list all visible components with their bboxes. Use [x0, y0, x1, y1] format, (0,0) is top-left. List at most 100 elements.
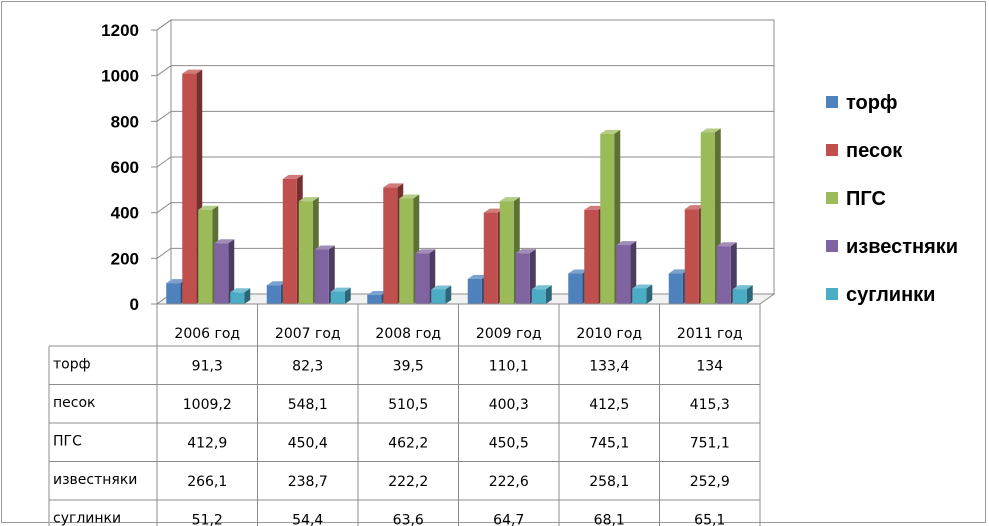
bar-top: [166, 279, 187, 284]
table-row-label: известняки: [53, 472, 137, 488]
bar-front: [282, 178, 297, 304]
data-label: 462,2: [388, 435, 428, 451]
data-label: 751,1: [690, 435, 730, 451]
bar-front: [415, 253, 430, 304]
bar-front: [298, 201, 313, 304]
bar: [330, 287, 351, 304]
bar-front: [600, 133, 615, 304]
legend-swatch: [826, 192, 838, 204]
gridline: [156, 202, 774, 214]
bar-top: [182, 69, 203, 74]
bar-top: [515, 249, 536, 254]
data-label: 65,1: [694, 512, 725, 526]
y-axis: 0 200 400 600 800 1000 1200: [101, 21, 158, 314]
bar-front: [266, 285, 281, 304]
bar-top: [330, 287, 351, 292]
y-tick-label: 0: [130, 295, 139, 314]
data-label: 222,6: [489, 474, 529, 490]
data-label: 133,4: [589, 358, 629, 374]
bar-top: [282, 174, 303, 179]
bar-top: [483, 208, 504, 213]
legend-item: суглинки: [826, 284, 935, 306]
bar: [415, 249, 436, 304]
bar-front: [732, 289, 747, 304]
y-tick-label: 1000: [101, 67, 139, 86]
data-label: 51,2: [192, 512, 223, 526]
bar-top: [383, 183, 404, 188]
data-label: 68,1: [594, 512, 625, 526]
data-label: 39,5: [393, 358, 424, 374]
bar-front: [716, 246, 731, 304]
bar-front: [198, 209, 213, 304]
bars: [166, 69, 753, 304]
bar-front: [467, 278, 482, 304]
data-label: 238,7: [288, 474, 328, 490]
data-label: 548,1: [288, 397, 328, 413]
bar-side: [228, 239, 235, 304]
bar-front: [515, 253, 530, 304]
bar-side: [746, 285, 753, 304]
data-label: 54,4: [292, 512, 323, 526]
gridline: [156, 65, 774, 77]
bar-front: [367, 294, 382, 304]
bar-front: [483, 212, 498, 304]
bar: [182, 69, 203, 304]
bar-top: [367, 290, 388, 295]
bar-front: [383, 187, 398, 304]
bar: [632, 284, 653, 304]
legend-label: песок: [846, 140, 903, 162]
bar-side: [545, 285, 552, 304]
legend-label: известняки: [846, 236, 958, 258]
data-label: 258,1: [589, 474, 629, 490]
legend-label: ПГС: [846, 188, 886, 210]
table-row-label: торф: [53, 356, 91, 372]
legend-label: торф: [846, 92, 897, 114]
bar-top: [584, 205, 605, 210]
bar-front: [584, 209, 599, 304]
bar-top: [214, 239, 235, 244]
bar-front: [499, 201, 514, 304]
data-label: 222,2: [388, 474, 428, 490]
table-row-label: ПГС: [53, 433, 82, 449]
bar-side: [344, 287, 351, 304]
gridline: [156, 110, 774, 122]
bar-top: [716, 242, 737, 247]
bar-top: [431, 285, 452, 290]
bar: [531, 285, 552, 304]
bar-front: [568, 273, 583, 304]
bar-top: [230, 288, 251, 293]
x-tick-label: 2006 год: [174, 326, 240, 342]
bar-side: [646, 284, 653, 304]
bar: [214, 239, 235, 304]
bar-front: [182, 73, 197, 304]
data-label: 91,3: [192, 358, 223, 374]
y-tick-label: 1200: [101, 21, 139, 40]
bar-front: [214, 243, 229, 304]
bar-top: [415, 249, 436, 254]
bar-top: [632, 284, 653, 289]
bar-front: [632, 288, 647, 304]
bar-front: [166, 283, 181, 304]
legend-swatch: [826, 240, 838, 252]
data-label: 510,5: [388, 397, 428, 413]
bar-top: [668, 269, 689, 274]
bar-top: [298, 197, 319, 202]
data-label: 745,1: [589, 435, 629, 451]
legend-swatch: [826, 96, 838, 108]
legend-label: суглинки: [846, 284, 935, 306]
bar-side: [244, 288, 251, 304]
bar-front: [616, 245, 631, 304]
bar-top: [732, 285, 753, 290]
gridline: [156, 247, 774, 259]
data-label: 266,1: [187, 474, 227, 490]
data-label: 63,6: [393, 512, 424, 526]
bar-front: [531, 289, 546, 304]
bar-top: [684, 205, 705, 210]
data-label: 82,3: [292, 358, 323, 374]
gridline: [156, 19, 774, 31]
x-tick-label: 2010 год: [576, 326, 642, 342]
legend-swatch: [826, 288, 838, 300]
legend-item: ПГС: [826, 188, 886, 210]
bar-side: [328, 245, 335, 304]
bar: [700, 128, 721, 304]
